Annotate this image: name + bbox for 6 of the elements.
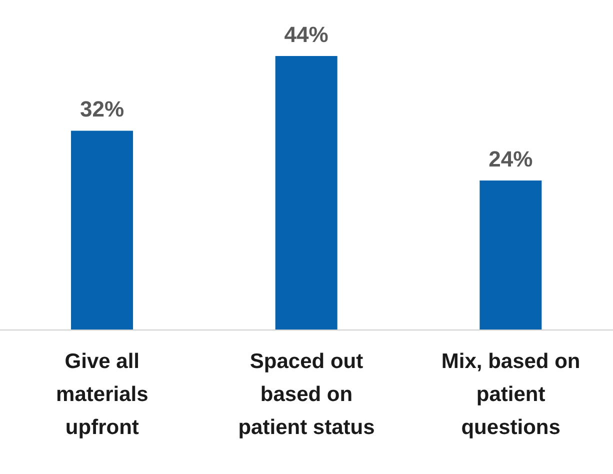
x-tick-label: Give all materials upfront xyxy=(56,350,148,439)
data-label: 32% xyxy=(80,96,124,122)
x-tick-label: Mix, based on patient questions xyxy=(441,350,580,439)
data-label: 44% xyxy=(284,22,328,47)
x-tick-label: Spaced out based on patient status xyxy=(238,350,375,439)
data-label: 24% xyxy=(488,146,533,172)
